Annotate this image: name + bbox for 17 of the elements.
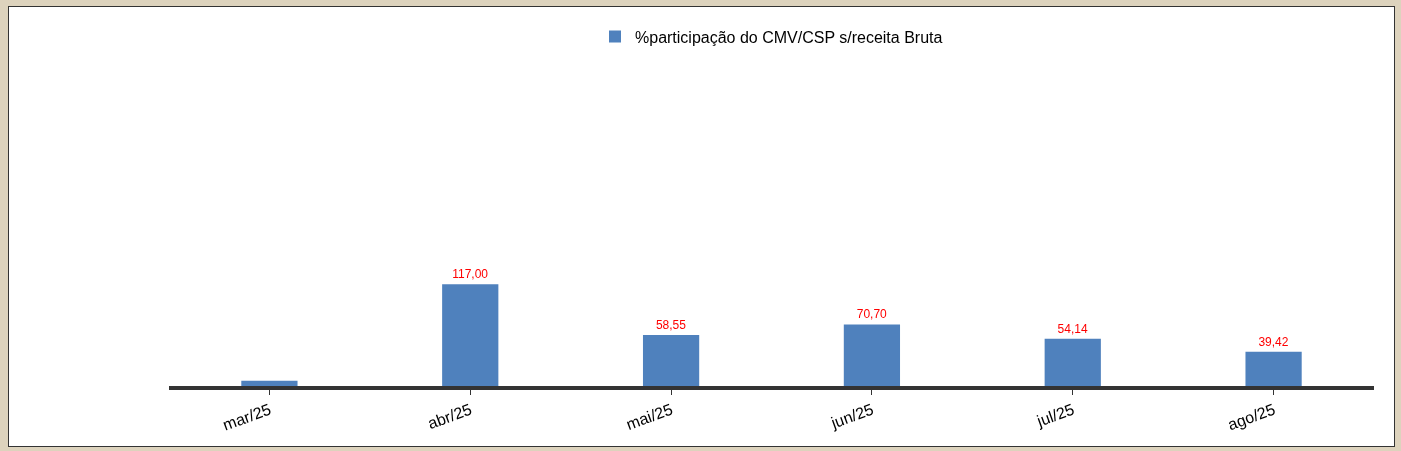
x-tick-label: mai/25 (623, 400, 675, 433)
data-label: 54,14 (1057, 321, 1088, 336)
bar (642, 335, 700, 386)
x-tick-label: jul/25 (1033, 400, 1077, 430)
legend-label: %participação do CMV/CSP s/receita Bruta (635, 28, 943, 46)
bar (241, 380, 298, 386)
data-label: 58,55 (655, 318, 687, 333)
bar (1245, 351, 1302, 386)
data-label: 117,00 (452, 267, 489, 282)
bar (843, 324, 901, 386)
x-tick-label: mar/25 (220, 400, 274, 434)
bar (442, 284, 499, 386)
x-tick-label: abr/25 (425, 400, 475, 433)
x-tick-label: ago/25 (1225, 400, 1278, 434)
bar (1044, 338, 1101, 386)
data-label: 70,70 (856, 307, 888, 322)
data-label: 39,42 (1258, 334, 1289, 349)
